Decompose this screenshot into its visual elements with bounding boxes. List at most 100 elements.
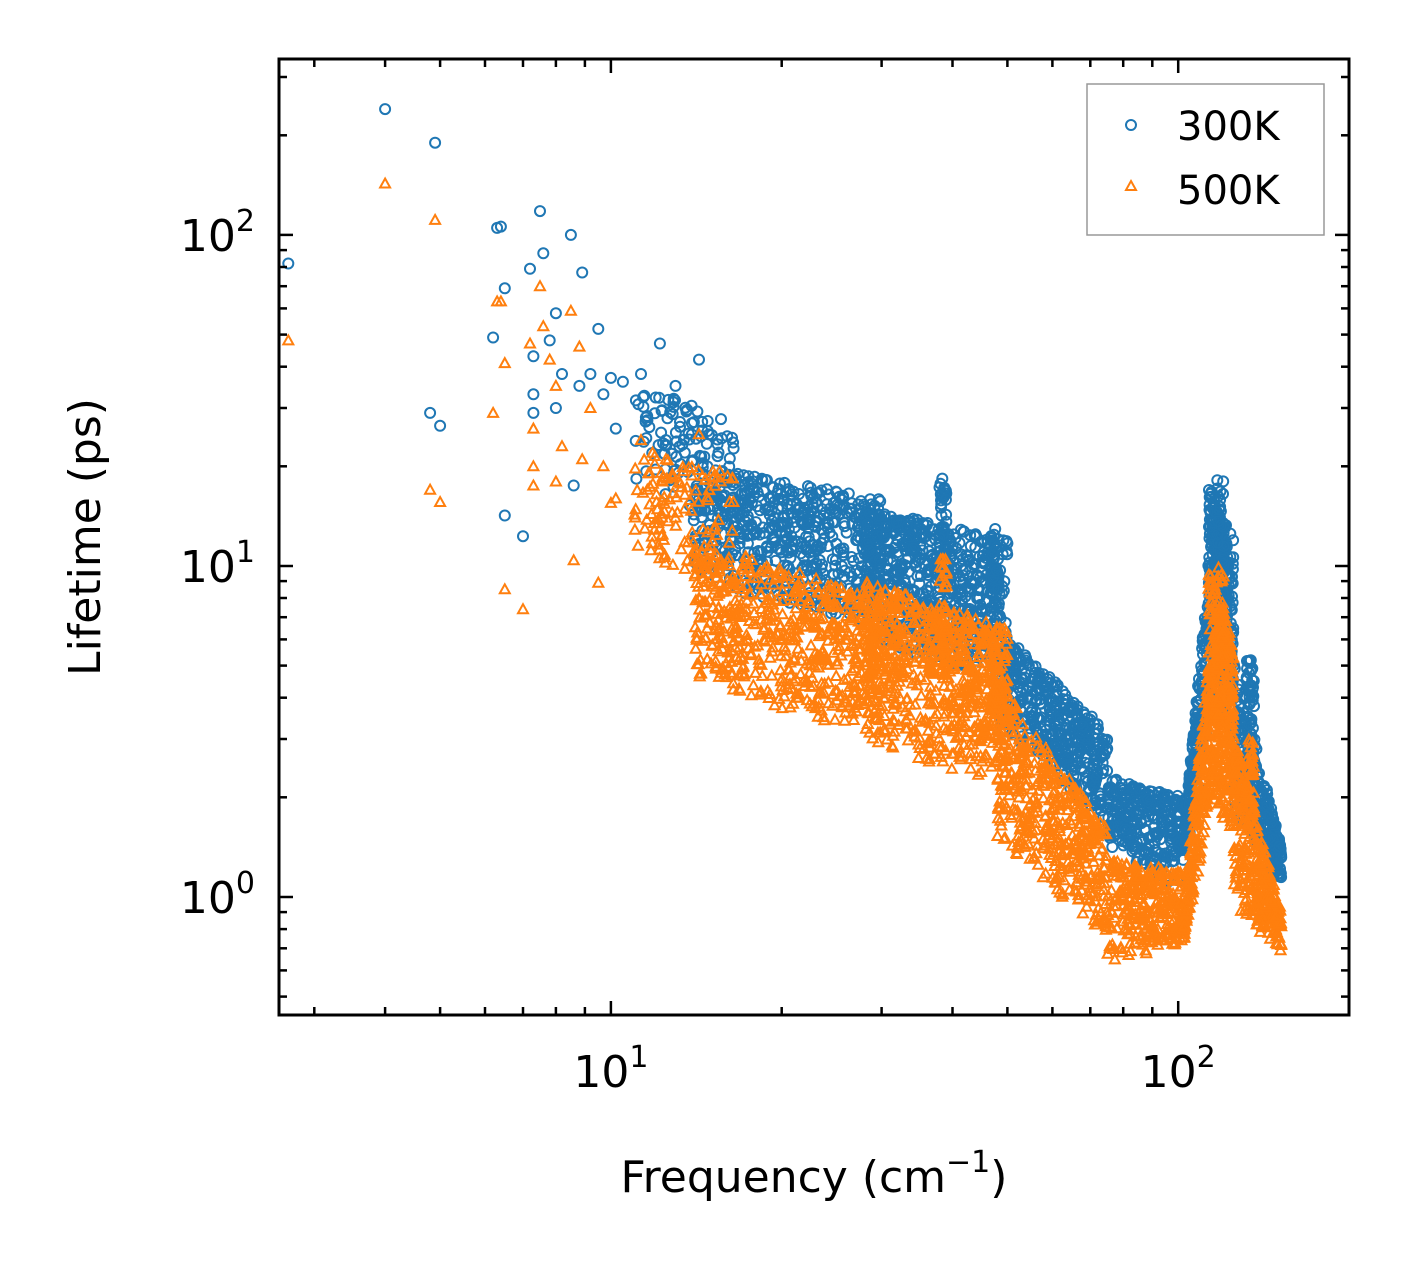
point-300K-604 xyxy=(742,500,755,513)
point-300K-127 xyxy=(629,434,642,447)
point-300K-718 xyxy=(735,531,748,544)
point-300K-140 xyxy=(715,413,727,426)
point-300K-738 xyxy=(821,483,833,496)
point-300K-8 xyxy=(498,282,511,295)
point-300K-740 xyxy=(797,514,810,527)
point-300K-646 xyxy=(764,492,777,505)
point-300K-428 xyxy=(807,492,820,505)
point-300K-148 xyxy=(727,436,740,449)
point-300K-709 xyxy=(747,523,760,535)
point-300K-144 xyxy=(701,415,714,427)
point-300K-9 xyxy=(498,509,511,522)
point-300K-63 xyxy=(674,416,686,428)
point-300K-438 xyxy=(755,472,768,485)
point-300K-36 xyxy=(693,353,705,366)
point-300K-748 xyxy=(795,536,808,549)
point-300K-59 xyxy=(723,452,736,465)
point-300K-758 xyxy=(798,509,811,522)
point-300K-23 xyxy=(573,379,586,392)
point-300K-151 xyxy=(711,450,724,463)
point-300K-555 xyxy=(760,474,773,487)
point-300K-621 xyxy=(802,531,815,543)
point-300K-605 xyxy=(743,492,756,505)
point-300K-631 xyxy=(771,502,784,515)
point-300K-650 xyxy=(694,503,707,515)
point-300K-48 xyxy=(669,394,681,407)
point-300K-25 xyxy=(584,368,597,380)
point-300K-22 xyxy=(567,479,580,492)
point-300K-158 xyxy=(683,433,696,446)
point-300K-735 xyxy=(804,481,817,494)
point-300K-723 xyxy=(716,489,729,502)
point-300K-739 xyxy=(828,516,841,529)
point-300K-81 xyxy=(691,405,704,418)
point-300K-122 xyxy=(653,391,666,404)
point-300K-20 xyxy=(556,368,568,380)
point-300K-607 xyxy=(699,504,712,517)
point-300K-575 xyxy=(769,554,782,567)
point-300K-29 xyxy=(609,422,622,435)
point-300K-121 xyxy=(638,389,651,402)
point-300K-703 xyxy=(782,523,795,536)
point-300K-753 xyxy=(733,510,746,523)
point-300K-13 xyxy=(527,388,540,401)
point-300K-278 xyxy=(772,542,784,555)
point-300K-680 xyxy=(763,500,776,513)
point-300K-468 xyxy=(837,546,850,559)
point-300K-96 xyxy=(696,415,709,428)
point-300K-730 xyxy=(830,495,842,508)
point-300K-641 xyxy=(843,502,856,515)
point-300K-751 xyxy=(837,542,850,555)
point-300K-741 xyxy=(838,564,851,577)
point-300K-26 xyxy=(592,322,605,335)
point-300K-673 xyxy=(807,551,820,564)
point-300K-141 xyxy=(669,426,682,439)
point-300K-39 xyxy=(630,472,643,485)
point-300K-2 xyxy=(424,406,437,419)
point-300K-116 xyxy=(673,440,686,453)
point-300K-613 xyxy=(767,481,780,494)
point-300K-11 xyxy=(524,262,536,275)
point-300K-24 xyxy=(576,266,589,279)
point-300K-7 xyxy=(494,220,507,233)
point-300K-27 xyxy=(597,388,610,401)
point-300K-746 xyxy=(780,544,793,557)
point-300K-750 xyxy=(781,509,794,522)
point-300K-744 xyxy=(776,526,789,539)
point-300K-15 xyxy=(534,205,546,218)
point-300K-648 xyxy=(749,516,762,529)
point-300K-147 xyxy=(643,421,656,434)
point-300K-661 xyxy=(826,568,839,581)
point-300K-0 xyxy=(282,257,295,270)
point-300K-5 xyxy=(487,331,500,344)
point-300K-28 xyxy=(604,371,617,384)
point-300K-12 xyxy=(527,350,540,363)
point-300K-106 xyxy=(726,431,738,444)
point-300K-152 xyxy=(711,438,724,451)
point-300K-16 xyxy=(537,247,550,260)
point-300K-720 xyxy=(823,526,836,539)
point-300K-19 xyxy=(549,402,562,414)
point-300K-622 xyxy=(798,501,811,514)
point-300K-592 xyxy=(760,541,773,554)
point-300K-662 xyxy=(765,541,777,554)
point-300K-123 xyxy=(637,435,650,448)
point-300K-3 xyxy=(429,136,442,149)
point-300K-731 xyxy=(783,596,796,609)
point-300K-139 xyxy=(652,439,665,452)
point-300K-656 xyxy=(757,485,770,498)
point-300K-649 xyxy=(786,544,799,557)
point-300K-146 xyxy=(667,392,680,405)
point-300K-17 xyxy=(543,334,556,347)
point-300K-21 xyxy=(564,228,577,241)
point-300K-4 xyxy=(434,419,447,432)
point-300K-14 xyxy=(527,406,540,419)
point-300K-100 xyxy=(679,401,692,414)
point-300K-722 xyxy=(802,480,814,493)
point-300K-742 xyxy=(746,482,759,495)
point-300K-664 xyxy=(742,523,755,536)
point-300K-34 xyxy=(669,379,682,392)
point-300K-678 xyxy=(809,516,822,529)
point-300K-134 xyxy=(655,426,668,439)
